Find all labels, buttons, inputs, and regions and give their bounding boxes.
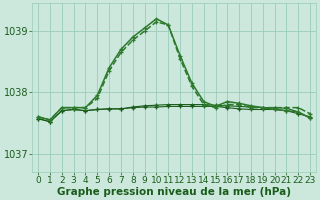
X-axis label: Graphe pression niveau de la mer (hPa): Graphe pression niveau de la mer (hPa)	[57, 187, 291, 197]
